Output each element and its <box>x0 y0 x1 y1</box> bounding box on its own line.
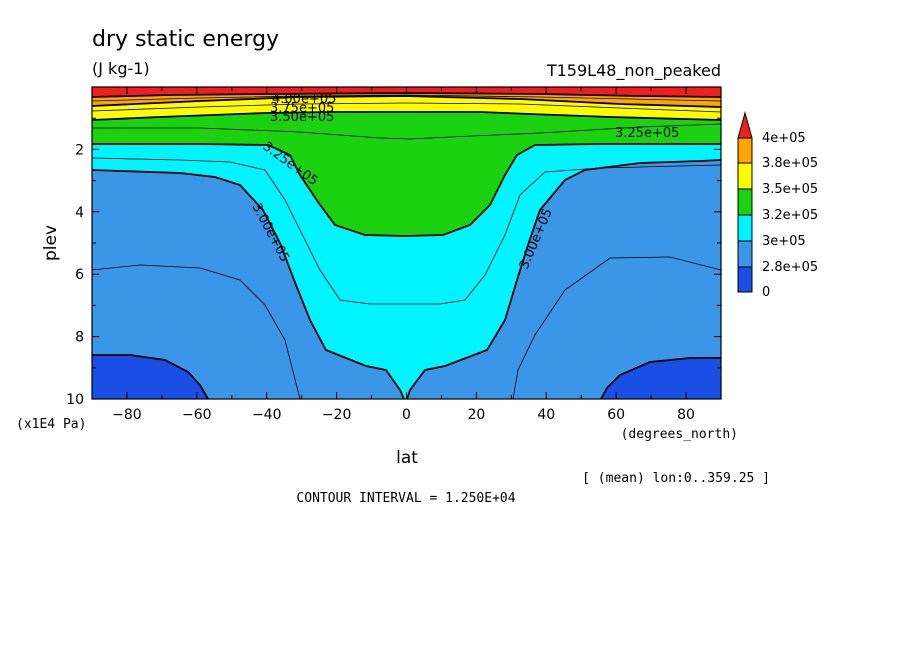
contour-line-300 <box>92 169 405 399</box>
y-axis-unit: (x1E4 Pa) <box>16 417 86 432</box>
contour-line-312 <box>92 157 721 305</box>
x-tick-label: 20 <box>467 407 485 423</box>
legend-arrow-top <box>737 111 753 139</box>
x-tick-label: −20 <box>322 407 352 423</box>
legend-label: 0 <box>762 285 770 300</box>
band-325-350 <box>92 87 721 236</box>
x-axis: −80 −60 −40 −20 0 20 40 60 80 <box>91 87 722 423</box>
contour-label: 3.50e+05 <box>270 110 334 125</box>
contour-lines <box>92 92 721 399</box>
contour-line-400 <box>92 92 721 98</box>
legend-box-325-350 <box>737 188 753 216</box>
y-axis: 2 4 6 8 10 <box>66 117 721 408</box>
band-300-325 <box>92 87 721 399</box>
y-tick-label: 6 <box>75 267 84 283</box>
contour-line-287 <box>92 264 301 399</box>
legend-label: 3.2e+05 <box>762 208 818 223</box>
x-axis-unit: (degrees_north) <box>621 427 738 442</box>
legend-box-lt-275 <box>737 266 753 293</box>
legend-label: 3.5e+05 <box>762 182 818 197</box>
x-tick-label: 80 <box>677 407 695 423</box>
experiment-label: T159L48_non_peaked <box>546 61 721 81</box>
legend-box-350-375 <box>737 162 753 190</box>
contour-line-387 <box>92 94 721 102</box>
y-axis-label: plev <box>41 225 61 261</box>
mean-note: [ (mean) lon:0..359.25 ] <box>582 471 770 486</box>
legend-box-300-325 <box>737 214 753 242</box>
chart-title: dry static energy <box>92 27 279 52</box>
band-lt-275-left <box>92 355 208 399</box>
legend-label: 3.8e+05 <box>762 156 818 171</box>
contour-label: 3.25e+05 <box>615 126 679 141</box>
contour-line-275 <box>92 354 209 399</box>
legend-label: 3e+05 <box>762 234 806 249</box>
x-tick-label: −80 <box>112 407 142 423</box>
legend-box-275-300 <box>737 240 753 268</box>
x-tick-label: −60 <box>182 407 212 423</box>
legend-box-375-400 <box>737 137 753 164</box>
legend-label: 4e+05 <box>762 131 806 146</box>
chart-units: (J kg-1) <box>92 59 150 78</box>
y-tick-label: 8 <box>75 330 84 346</box>
legend-label: 2.8e+05 <box>762 260 818 275</box>
contour-line-362 <box>92 102 721 113</box>
color-legend: 0 2.8e+05 3e+05 3.2e+05 3.5e+05 3.8e+05 … <box>737 111 818 300</box>
y-tick-label: 2 <box>75 142 84 158</box>
contour-line-350 <box>92 111 721 121</box>
x-tick-label: 60 <box>607 407 625 423</box>
contour-line-325 <box>92 143 721 237</box>
x-tick-label: −40 <box>252 407 282 423</box>
contour-interval-note: CONTOUR INTERVAL = 1.250E+04 <box>296 491 515 506</box>
contour-label: 3.75e+05 <box>270 101 334 116</box>
contour-label: 4.00e+05 <box>272 92 336 107</box>
contour-line-275 <box>600 357 721 399</box>
y-tick-label: 10 <box>66 392 84 408</box>
contour-line-375 <box>92 95 721 108</box>
x-tick-label: 40 <box>537 407 555 423</box>
contour-line-300 <box>406 159 721 399</box>
x-tick-label: 0 <box>402 407 411 423</box>
contour-line-287 <box>512 256 721 399</box>
y-tick-label: 4 <box>75 205 84 221</box>
x-axis-label: lat <box>396 448 418 468</box>
contour-line-337 <box>92 123 721 140</box>
band-lt-275-right <box>601 358 721 399</box>
